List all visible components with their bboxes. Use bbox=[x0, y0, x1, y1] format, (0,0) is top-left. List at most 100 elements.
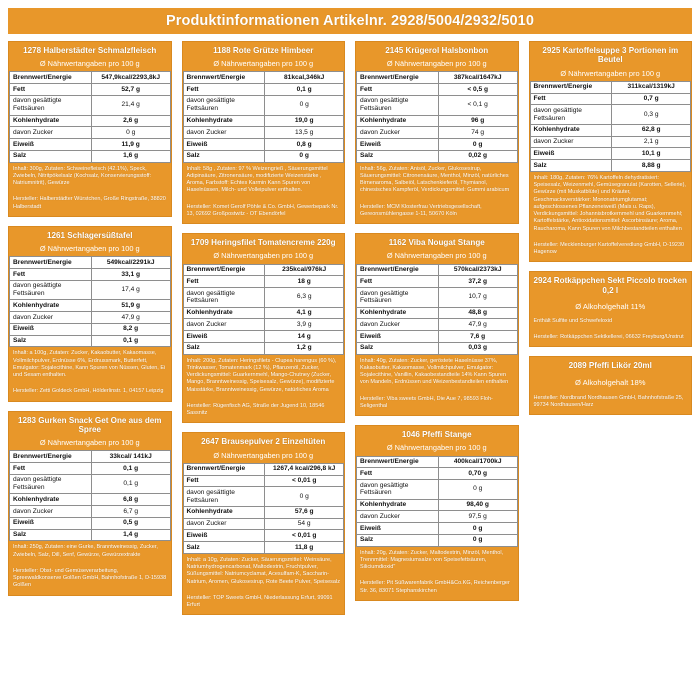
nutrient-value-saturates: 6,3 g bbox=[264, 287, 344, 308]
table-row: davon gesättigte Fettsäuren < 0,1 g bbox=[356, 94, 518, 116]
nutrient-value-protein: 0,5 g bbox=[90, 516, 171, 530]
nutrient-label-sugar: davon Zucker bbox=[9, 505, 92, 518]
table-row: Eiweiß 0 g bbox=[356, 138, 518, 151]
nutrient-label-saturates: davon gesättigte Fettsäuren bbox=[9, 94, 92, 116]
table-row: Salz 1,2 g bbox=[182, 341, 344, 355]
nutrient-value-energy: 33kcal/ 141kJ bbox=[90, 450, 171, 464]
product-card: 1278 Halberstädter Schmalzfleisch Ø Nährw… bbox=[8, 41, 172, 217]
nutrient-label-carbs: Kohlenhydrate bbox=[529, 123, 613, 137]
nutrient-label-protein: Eiweiß bbox=[356, 522, 439, 535]
table-row: Brennwert/Energie 570kcal/2373kJ bbox=[356, 263, 518, 277]
table-row: davon gesättigte Fettsäuren 0 g bbox=[182, 486, 344, 507]
table-row: Fett 37,2 g bbox=[356, 275, 518, 289]
nutrient-value-carbs: 19,0 g bbox=[264, 114, 344, 128]
table-row: davon gesättigte Fettsäuren 10,7 g bbox=[356, 287, 518, 308]
nutrient-value-fat: 52,7 g bbox=[90, 83, 171, 96]
nutrition-subtitle: Ø Nährwertangaben pro 100 g bbox=[213, 251, 314, 261]
nutrient-value-carbs: 2,6 g bbox=[90, 114, 171, 128]
nutrient-label-protein: Eiweiß bbox=[9, 138, 92, 151]
manufacturer-text: Hersteller: Rotkäppchen Sektkellerei, 06… bbox=[533, 334, 684, 341]
nutrient-value-fat: 18 g bbox=[264, 275, 344, 289]
nutrient-value-protein: 0 g bbox=[437, 522, 518, 535]
table-row: Brennwert/Energie 549kcal/2291kJ bbox=[9, 256, 171, 270]
nutrient-label-fat: Fett bbox=[356, 275, 439, 289]
table-row: Fett < 0,5 g bbox=[356, 83, 518, 96]
manufacturer-text: Hersteller: Pit Süßwarenfabrik GmbH&Co.K… bbox=[360, 580, 510, 594]
manufacturer-text: Hersteller: Obst- und Gemüseverarbeitung… bbox=[13, 567, 167, 589]
nutrient-label-fat: Fett bbox=[9, 462, 92, 475]
product-card: 1709 Heringsfilet Tomatencreme 220g Ø Näh… bbox=[181, 233, 345, 424]
ingredients-text: Inhalt: 40g, Zutaten: Zucker, geröstete … bbox=[360, 357, 509, 386]
nutrition-subtitle: Ø Nährwertangaben pro 100 g bbox=[39, 59, 140, 69]
card-title: 1283 Gurken Snack Get One aus dem Spree bbox=[17, 415, 162, 434]
card-title: 1709 Heringsfilet Tomatencreme 220g bbox=[190, 238, 336, 248]
nutrition-subtitle: Ø Nährwertangaben pro 100 g bbox=[39, 244, 140, 254]
nutrient-value-energy: 547,9kcal/2293,8kJ bbox=[90, 71, 171, 85]
nutrient-value-fat: 33,1 g bbox=[90, 268, 171, 281]
nutrient-value-saturates: 10,7 g bbox=[437, 287, 518, 308]
nutrient-value-carbs: 96 g bbox=[437, 114, 518, 128]
nutrient-label-salt: Salz bbox=[182, 541, 266, 554]
nutrient-label-energy: Brennwert/Energie bbox=[9, 71, 92, 85]
table-row: davon gesättigte Fettsäuren 17,4 g bbox=[9, 279, 171, 301]
nutrient-label-protein: Eiweiß bbox=[529, 147, 613, 161]
nutrient-label-salt: Salz bbox=[182, 149, 266, 163]
table-row: Salz 1,4 g bbox=[9, 528, 171, 542]
manufacturer-text: Hersteller: Mecklenburger Kartoffelvered… bbox=[533, 241, 685, 256]
nutrient-label-sugar: davon Zucker bbox=[529, 135, 613, 149]
table-row: davon Zucker 0 g bbox=[9, 126, 171, 140]
nutrient-value-sugar: 2,1 g bbox=[611, 135, 691, 149]
manufacturer-text: Hersteller: TOP Sweets GmbH, Niederlassu… bbox=[186, 594, 333, 609]
card-title: 2647 Brausepulver 2 Einzeltüten bbox=[201, 437, 326, 447]
nutrient-value-energy: 81kcal,346kJ bbox=[264, 71, 344, 85]
nutrient-label-sugar: davon Zucker bbox=[9, 126, 92, 140]
nutrient-label-saturates: davon gesättigte Fettsäuren bbox=[356, 287, 439, 308]
nutrient-label-saturates: davon gesättigte Fettsäuren bbox=[182, 94, 266, 116]
nutrient-value-saturates: 0 g bbox=[264, 486, 344, 507]
table-row: Eiweiß < 0,01 g bbox=[182, 529, 344, 543]
nutrient-label-salt: Salz bbox=[9, 149, 92, 163]
nutrient-label-fat: Fett bbox=[182, 474, 266, 488]
nutrient-label-fat: Fett bbox=[529, 92, 613, 106]
nutrient-label-carbs: Kohlenhydrate bbox=[9, 493, 92, 507]
card-title: 1162 Viba Nougat Stange bbox=[388, 238, 485, 248]
nutrient-value-carbs: 6,8 g bbox=[90, 493, 171, 507]
manufacturer-text: Hersteller: Zetti Goldeck GmbH, Hölderli… bbox=[13, 388, 164, 395]
nutrient-value-carbs: 48,8 g bbox=[437, 306, 518, 320]
nutrition-table: Brennwert/Energie 311kcal/1319kJ Fett 0,7 g… bbox=[529, 80, 691, 172]
nutrition-subtitle: Ø Nährwertangaben pro 100 g bbox=[213, 450, 314, 460]
table-row: Eiweiß 11,9 g bbox=[9, 138, 171, 151]
nutrient-label-carbs: Kohlenhydrate bbox=[182, 306, 266, 320]
table-row: Brennwert/Energie 81kcal,346kJ bbox=[182, 71, 344, 85]
nutrient-label-protein: Eiweiß bbox=[182, 529, 266, 543]
card-title: 2089 Pfeffi Likör 20ml bbox=[568, 361, 652, 371]
ingredients-text: Inhalt: a 100g, Zutaten: Zucker, Kakaobu… bbox=[13, 350, 166, 379]
nutrient-value-sugar: 0 g bbox=[90, 126, 171, 140]
nutrient-value-sugar: 13,5 g bbox=[264, 126, 344, 140]
nutrient-label-protein: Eiweiß bbox=[356, 330, 439, 343]
alcohol-content: Ø Alkoholgehalt 18% bbox=[574, 377, 646, 387]
nutrient-value-sugar: 54 g bbox=[264, 517, 344, 531]
nutrient-label-energy: Brennwert/Energie bbox=[9, 256, 92, 270]
nutrition-table: Brennwert/Energie 1267,4 kcal/296,8 kJ Fet… bbox=[182, 462, 344, 554]
nutrient-value-protein: 10,1 g bbox=[611, 147, 691, 161]
nutrient-value-energy: 311kcal/1319kJ bbox=[611, 80, 691, 94]
nutrition-table: Brennwert/Energie 400kcal/1700kJ Fett 0,70 … bbox=[356, 455, 518, 547]
table-row: Brennwert/Energie 387kcal/1647kJ bbox=[356, 71, 518, 85]
card-title: 2924 Rotkäppchen Sekt Piccolo trocken 0,… bbox=[533, 276, 687, 295]
nutrient-label-carbs: Kohlenhydrate bbox=[182, 505, 266, 519]
table-row: Brennwert/Energie 547,9kcal/2293,8kJ bbox=[9, 71, 171, 85]
alcohol-content: Ø Alkoholgehalt 11% bbox=[575, 301, 646, 311]
table-row: Salz 0,03 g bbox=[356, 341, 518, 355]
nutrient-label-protein: Eiweiß bbox=[182, 138, 266, 151]
table-row: Eiweiß 7,6 g bbox=[356, 330, 518, 343]
nutrient-label-carbs: Kohlenhydrate bbox=[9, 299, 92, 313]
nutrient-label-sugar: davon Zucker bbox=[182, 126, 266, 140]
nutrition-table: Brennwert/Energie 547,9kcal/2293,8kJ Fett 5… bbox=[9, 71, 171, 163]
nutrient-label-sugar: davon Zucker bbox=[182, 517, 266, 531]
table-row: Kohlenhydrate 51,9 g bbox=[9, 299, 171, 313]
nutrient-value-salt: 0,03 g bbox=[437, 341, 518, 355]
table-row: Salz 0 g bbox=[182, 149, 344, 163]
manufacturer-text: Hersteller: MCM Klosterfrau Vertriebsges… bbox=[360, 203, 482, 217]
nutrient-value-protein: 7,6 g bbox=[437, 330, 518, 343]
